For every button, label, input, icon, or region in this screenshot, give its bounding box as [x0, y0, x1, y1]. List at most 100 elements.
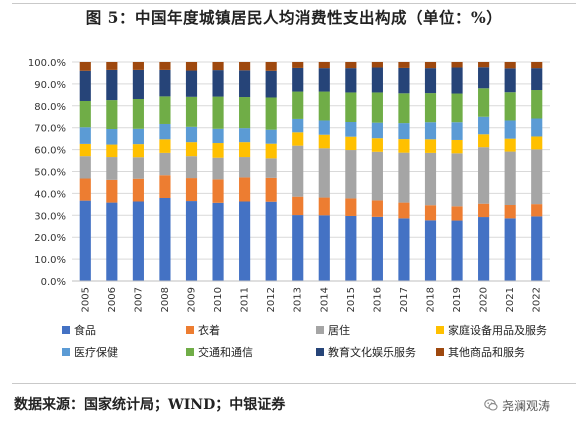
bar-segment-8: [292, 62, 304, 68]
bar-segment-8: [79, 62, 91, 71]
bar-segment-5: [132, 128, 144, 145]
x-tick-label: 2018: [426, 287, 437, 312]
bar-segment-7: [265, 70, 277, 98]
bar-segment-5: [185, 126, 198, 143]
bar-segment-6: [159, 96, 171, 124]
bar-segment-6: [451, 93, 463, 123]
bar-segment-1: [292, 215, 304, 281]
y-tick-label: 30.0%: [34, 211, 66, 222]
legend-label: 居住: [328, 323, 350, 337]
bar-segment-2: [451, 206, 463, 221]
bar-segment-3: [478, 147, 490, 204]
bar-segment-3: [159, 152, 171, 176]
bar-segment-8: [318, 62, 330, 69]
bar-segment-1: [132, 201, 144, 281]
legend-label: 其他商品和服务: [448, 345, 525, 359]
bar-segment-8: [265, 62, 277, 71]
bar-segment-3: [212, 157, 224, 180]
bar-segment-1: [478, 217, 490, 281]
stacked-bar-chart: 0.0% 10.0% 20.0% 30.0% 40.0% 50.0% 60.0% 70.0% 8…: [28, 58, 550, 359]
bar-segment-8: [371, 62, 383, 68]
bar-segment-7: [451, 67, 463, 94]
bar-segment-7: [106, 69, 118, 101]
bar-segment-8: [159, 62, 171, 70]
bar-segment-1: [345, 215, 357, 281]
bar-segment-5: [398, 123, 410, 140]
bar-segment-2: [504, 205, 516, 219]
x-tick-label: 2014: [319, 287, 330, 312]
bar-segment-4: [132, 144, 144, 158]
x-tick-label: 2005: [80, 287, 91, 312]
bar-segment-3: [106, 157, 118, 180]
bar-segment-1: [424, 220, 437, 281]
bar-segment-4: [531, 136, 543, 150]
bar-segment-8: [451, 62, 463, 68]
x-tick-label: 2015: [346, 287, 357, 312]
bottom-rule: [12, 383, 576, 384]
bar-segment-6: [318, 91, 330, 121]
bar-segment-5: [318, 120, 330, 135]
bar-segment-6: [371, 92, 383, 123]
bar-segment-5: [212, 128, 224, 144]
bar-segment-2: [398, 202, 410, 219]
bar-segment-8: [212, 62, 224, 71]
legend-label: 医疗保健: [74, 345, 118, 359]
bar-segment-3: [79, 156, 91, 179]
y-tick-label: 90.0%: [34, 80, 66, 91]
y-tick-label: 60.0%: [34, 146, 66, 157]
bar-segment-7: [318, 68, 330, 92]
bar-segment-6: [265, 97, 277, 130]
x-tick-label: 2017: [399, 287, 410, 312]
bar-segment-3: [132, 157, 144, 179]
bar-segment-3: [531, 149, 543, 205]
bar-segment-7: [239, 70, 251, 98]
bar-segment-7: [79, 70, 91, 101]
bar-segment-6: [345, 92, 357, 123]
bar-segment-3: [424, 152, 437, 206]
source-note: 数据来源：国家统计局；WIND；中银证券: [14, 397, 286, 413]
bar-segment-2: [239, 177, 251, 202]
bar-segment-2: [292, 196, 304, 216]
y-tick-label: 100.0%: [28, 58, 66, 69]
bar-segment-1: [212, 202, 224, 281]
legend-swatch: [316, 326, 324, 334]
bar-segment-5: [451, 122, 463, 140]
bar-segment-6: [478, 88, 490, 117]
bar-segment-2: [159, 175, 171, 198]
bar-segment-6: [185, 96, 198, 127]
bar-segment-4: [292, 132, 304, 146]
chart-title: 图 5：中国年度城镇居民人均消费性支出构成（单位：%）: [85, 8, 503, 27]
y-tick-label: 80.0%: [34, 102, 66, 113]
bar-segment-2: [371, 200, 383, 217]
bar-segment-1: [398, 218, 410, 281]
bar-segment-6: [424, 93, 437, 123]
bar-segment-4: [451, 139, 463, 154]
legend-label: 交通和通信: [198, 345, 253, 359]
bar-segment-3: [239, 157, 251, 178]
bar-segment-1: [318, 215, 330, 281]
bar-segment-2: [531, 204, 543, 217]
bar-segment-4: [345, 136, 357, 151]
wechat-icon: [484, 399, 498, 411]
x-tick-label: 2022: [532, 287, 543, 312]
y-tick-label: 70.0%: [34, 124, 66, 135]
watermark-text: 尧澜观涛: [502, 398, 551, 413]
x-tick-label: 2007: [133, 287, 144, 312]
bar-segment-6: [504, 92, 516, 121]
bar-segment-5: [345, 122, 357, 137]
bar-segment-1: [185, 201, 198, 281]
bar-segment-5: [371, 122, 383, 139]
x-tick-label: 2013: [293, 287, 304, 312]
bar-segment-8: [239, 62, 251, 71]
bar-segment-5: [159, 123, 171, 140]
bar-segment-7: [398, 67, 410, 94]
bar-segment-4: [239, 142, 251, 158]
bar-segment-1: [451, 220, 463, 281]
bar-segment-1: [79, 200, 91, 281]
bar-segment-1: [265, 201, 277, 281]
legend-swatch: [186, 326, 194, 334]
bar-segment-3: [185, 156, 198, 179]
legend-swatch: [436, 348, 444, 356]
top-rule: [12, 3, 576, 4]
bar-segment-6: [398, 93, 410, 124]
